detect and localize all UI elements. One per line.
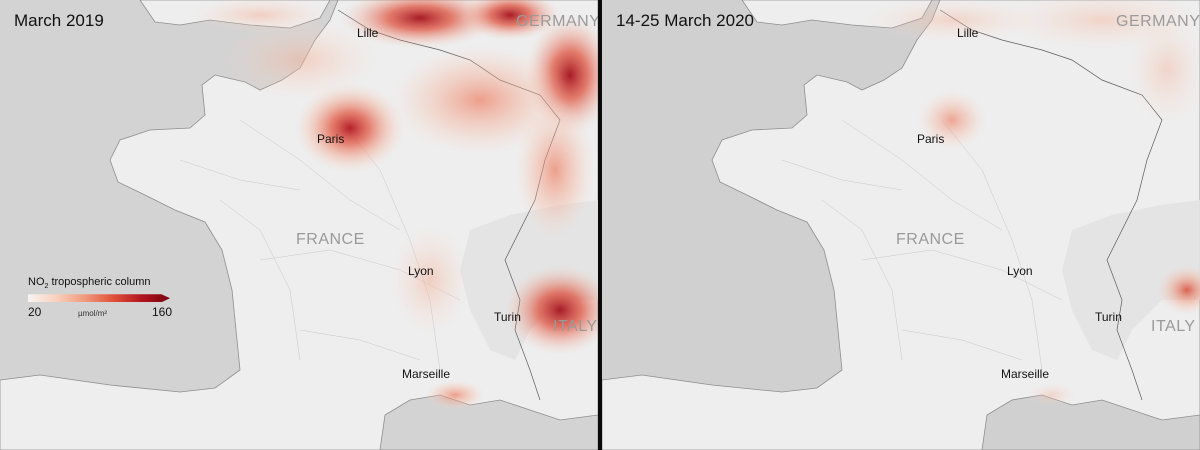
legend-unit-label: µmol/m² xyxy=(78,309,108,319)
no2-marseille xyxy=(1027,383,1077,407)
land xyxy=(602,0,1200,450)
no2-turin-milan xyxy=(505,265,598,355)
no2-rhine xyxy=(515,100,595,240)
mediterranean xyxy=(981,394,1200,450)
legend-title-suffix: tropospheric column xyxy=(48,276,151,288)
no2-turin-milan xyxy=(1157,265,1200,315)
no2-normandy xyxy=(220,20,380,100)
no2-paris xyxy=(295,83,405,173)
no2-england xyxy=(190,0,330,33)
city-label-paris: Paris xyxy=(317,132,345,146)
legend-colorbar xyxy=(28,294,170,303)
region-lines xyxy=(179,119,461,371)
city-label-marseille: Marseille xyxy=(402,367,451,381)
no2-paris xyxy=(917,90,987,150)
city-label-lyon: Lyon xyxy=(408,264,434,278)
city-label-lille: Lille xyxy=(357,26,379,40)
city-label-marseille: Marseille xyxy=(1001,367,1050,381)
city-label-turin: Turin xyxy=(494,310,521,324)
no2-north xyxy=(460,0,560,40)
city-label-lille: Lille xyxy=(957,26,979,40)
legend-title-prefix: NO xyxy=(28,276,45,288)
no2-marseille xyxy=(425,380,485,410)
mediterranean xyxy=(379,394,598,450)
region-lines xyxy=(781,119,1063,371)
map-panel-2019: March 2019 Lille Paris Lyon Turin Marsei… xyxy=(0,0,598,450)
city-label-lyon: Lyon xyxy=(1007,264,1033,278)
country-label-italy: ITALY xyxy=(1151,318,1196,335)
panel-title-2019: March 2019 xyxy=(14,11,104,30)
country-label-germany: GERMANY xyxy=(516,13,598,30)
borders xyxy=(939,9,1163,401)
colorbar-legend: NO2 tropospheric column 20 µmol/m² 160 xyxy=(28,276,178,321)
map-panel-2020: 14-25 March 2020 Lille Paris Lyon Turin … xyxy=(602,0,1200,450)
alps-relief xyxy=(1062,200,1200,360)
no2-lyon xyxy=(390,225,470,335)
city-label-paris: Paris xyxy=(917,132,945,146)
no2-lille-belgium xyxy=(340,0,500,48)
legend-ticks: 20 µmol/m² 160 xyxy=(28,305,178,321)
map-2019 xyxy=(0,0,598,450)
no2-germany xyxy=(1127,15,1200,125)
legend-title: NO2 tropospheric column xyxy=(28,276,178,290)
map-2020 xyxy=(602,0,1200,450)
legend-max-label: 160 xyxy=(152,305,173,320)
country-label-france: FRANCE xyxy=(296,231,365,248)
country-label-germany: GERMANY xyxy=(1116,13,1200,30)
country-label-italy: ITALY xyxy=(553,318,598,335)
no2-channel xyxy=(862,0,1042,42)
panel-divider xyxy=(598,0,602,450)
country-label-france: FRANCE xyxy=(896,231,965,248)
panel-title-2020: 14-25 March 2020 xyxy=(616,11,754,30)
legend-title-subscript: 2 xyxy=(44,283,49,291)
city-label-turin: Turin xyxy=(1095,310,1122,324)
legend-min-label: 20 xyxy=(28,305,42,320)
